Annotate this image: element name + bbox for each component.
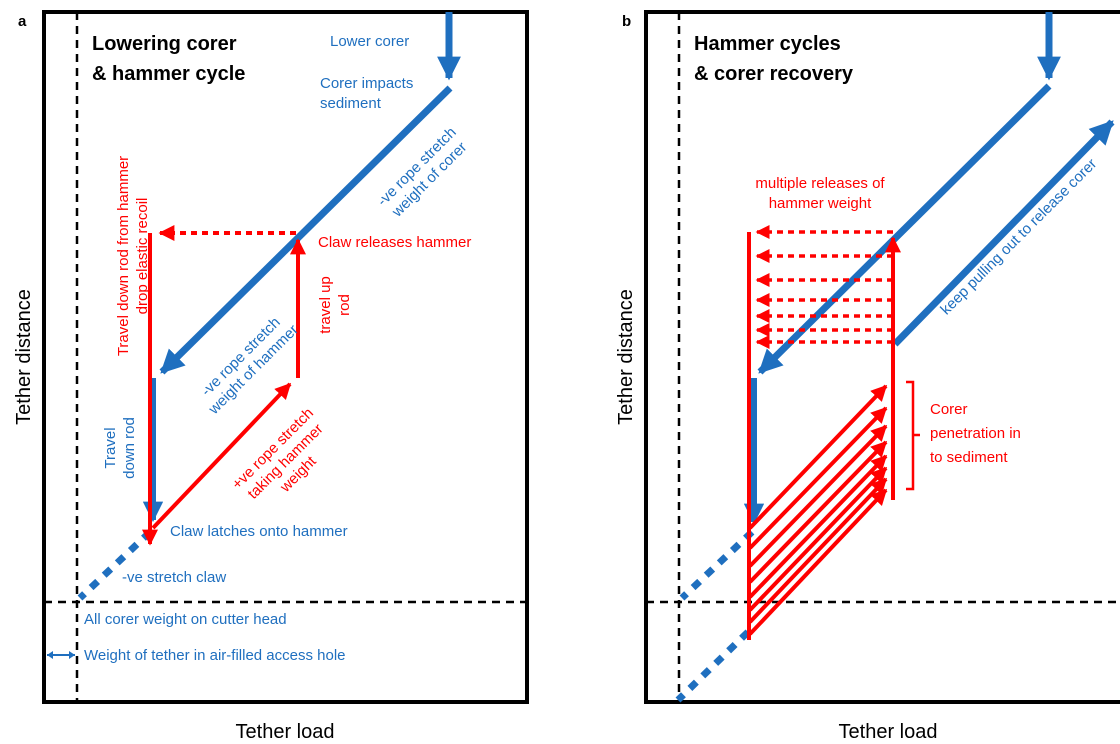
panel-b-letter: b <box>622 13 631 30</box>
panel-a-y-axis-label: Tether distance <box>13 289 35 425</box>
panel-a-title-line2: & hammer cycle <box>92 63 245 85</box>
tether-weight-arrowheads <box>47 651 75 659</box>
label-claw-releases: Claw releases hammer <box>318 234 471 251</box>
b-penetration-arrow-4 <box>748 440 888 584</box>
b-penetration-arrow-2 <box>748 406 888 550</box>
label-corer-impacts-1: Corer impacts <box>320 75 413 92</box>
panel-b-title-line2: & corer recovery <box>694 63 854 85</box>
label-tether-weight: Weight of tether in air-filled access ho… <box>84 647 346 664</box>
label-travel-down-hammer-2: drop elastic recoil <box>134 198 151 315</box>
label-neg-stretch-claw: -ve stretch claw <box>122 569 226 586</box>
panel-a-x-axis-label: Tether load <box>236 721 335 743</box>
label-travel-up-1: travel up <box>317 276 334 334</box>
label-corer-impacts-2: sediment <box>320 95 382 112</box>
b-corer-stretch-arrow <box>757 83 1052 375</box>
panel-b-title-line1: Hammer cycles <box>694 33 841 55</box>
label-multiple-1: multiple releases of <box>755 175 885 192</box>
b-claw-stretch-dotted-line <box>679 529 755 601</box>
b-penetration-arrow-5 <box>748 454 888 599</box>
panel-b-x-axis-label: Tether load <box>839 721 938 743</box>
label-keep-pulling: keep pulling out to release corer <box>937 155 1100 318</box>
label-travel-down-hammer-1: Travel down rod from hammer <box>115 156 132 356</box>
label-penetration-1: Corer <box>930 401 968 418</box>
b-penetration-bracket <box>906 380 920 491</box>
panel-b-frame <box>644 10 1120 704</box>
label-all-corer-weight: All corer weight on cutter head <box>84 611 287 628</box>
panel-a-title-line1: Lowering corer <box>92 33 237 55</box>
b-penetration-arrow-1 <box>748 384 888 530</box>
corer-stretch-arrow <box>159 85 453 375</box>
label-multiple-2: hammer weight <box>769 195 872 212</box>
label-penetration-2: penetration in <box>930 425 1021 442</box>
b-pull-out-arrow <box>892 119 1115 347</box>
label-travel-up-2: rod <box>336 294 353 316</box>
label-claw-latches: Claw latches onto hammer <box>170 523 348 540</box>
claw-stretch-dotted-line <box>77 529 153 601</box>
panel-b: b Hammer cycles & corer recovery Tether … <box>615 10 1120 743</box>
b-lower-dotted-line <box>675 629 751 703</box>
panel-b-y-axis-label: Tether distance <box>615 289 637 425</box>
b-penetration-arrow-8 <box>748 488 888 636</box>
positive-rope-stretch-arrow <box>151 382 292 530</box>
panel-a: a Lowering corer & hammer cycle Tether d… <box>13 10 529 743</box>
b-penetration-arrow-7 <box>748 477 888 624</box>
label-lower-corer: Lower corer <box>330 33 409 50</box>
panel-a-letter: a <box>18 13 27 30</box>
label-travel-down-rod-2: down rod <box>121 417 138 479</box>
panel-a-frame <box>42 10 529 704</box>
b-penetration-arrow-3 <box>748 424 888 568</box>
label-penetration-3: to sediment <box>930 449 1008 466</box>
label-travel-down-rod-1: Travel <box>102 427 119 468</box>
b-penetration-arrow-6 <box>748 466 888 612</box>
